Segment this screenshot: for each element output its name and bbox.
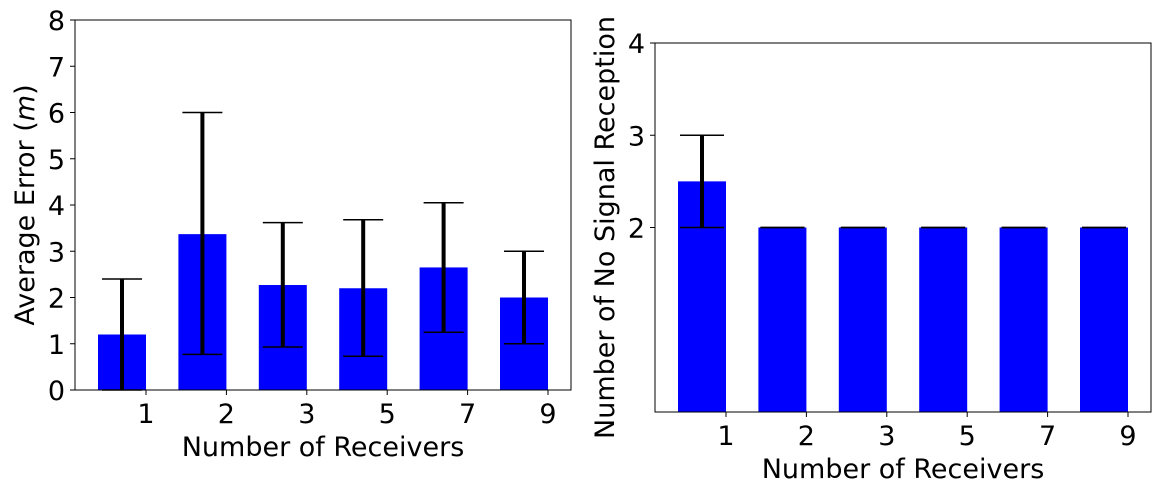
no-signal-x-ticks: 1 2 3 5 7 9 [717,412,1137,452]
y-tick-label-7: 7 [48,52,65,83]
y-tick-label-6: 6 [48,99,65,130]
x-tick-label-1: 1 [137,399,154,430]
y-axis-label-prefix: Average Error ( [10,121,41,325]
y-tick-label-2: 2 [48,284,65,315]
no-signal-chart: 2 3 4 1 2 3 5 7 9 Number of Receivers Number of… [590,16,1152,485]
x-tick-label-5: 5 [959,421,976,452]
y-tick-label-3: 3 [48,237,65,268]
bar-5 [919,227,968,412]
y-tick-label-2: 2 [628,214,645,245]
y-tick-label-1: 1 [48,330,65,361]
no-signal-y-ticks: 2 3 4 [628,29,655,245]
y-tick-label-8: 8 [48,6,65,37]
bar-9 [1080,227,1128,412]
bar-2 [758,227,807,412]
average-error-plot-frame [74,19,572,391]
average-error-chart: 0 1 2 3 4 5 6 7 8 1 2 3 5 7 9 Number of Receivers Ave… [10,6,572,463]
x-tick-label-3: 3 [878,421,895,452]
no-signal-x-axis-label: Number of Receivers [762,454,1045,485]
x-tick-label-7: 7 [459,399,476,430]
average-error-errorbars [102,111,544,391]
y-axis-label-suffix: ) [10,84,41,95]
bar-3 [838,227,887,412]
average-error-x-ticks: 1 2 3 5 7 9 [137,390,557,430]
bar-7 [999,227,1048,412]
x-tick-label-1: 1 [717,421,734,452]
average-error-x-axis-label: Number of Receivers [182,432,465,463]
no-signal-errorbars [680,134,1126,229]
average-error-y-ticks: 0 1 2 3 4 5 6 7 8 [48,6,75,407]
average-error-y-axis-label: Average Error (m) [10,84,41,325]
x-tick-label-7: 7 [1039,421,1056,452]
y-tick-label-3: 3 [628,121,645,152]
y-tick-label-0: 0 [48,376,65,407]
y-tick-label-4: 4 [48,191,65,222]
x-tick-label-3: 3 [298,399,315,430]
y-tick-label-4: 4 [628,29,645,60]
no-signal-y-axis-label: Number of No Signal Reception [590,16,621,439]
x-tick-label-5: 5 [379,399,396,430]
average-error-bars [98,234,548,390]
y-axis-label-unit: m [10,95,41,121]
x-tick-label-9: 9 [539,399,556,430]
x-tick-label-9: 9 [1119,421,1136,452]
no-signal-bars [678,181,1128,412]
y-tick-label-5: 5 [48,145,65,176]
no-signal-plot-frame [654,42,1152,413]
x-tick-label-2: 2 [798,421,815,452]
x-tick-label-2: 2 [218,399,235,430]
